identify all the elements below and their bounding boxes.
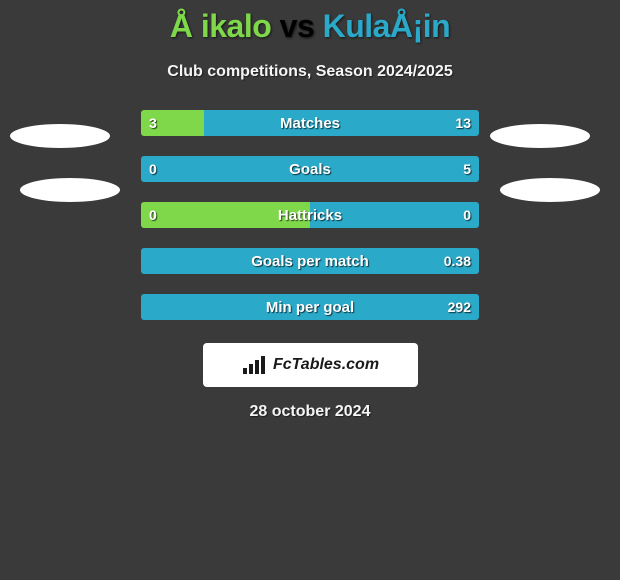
stat-bar: Goals0 5 xyxy=(140,155,480,183)
title-left-name: Å ikalo xyxy=(170,8,271,44)
stat-label: Hattricks xyxy=(141,202,479,228)
source-badge-text: FcTables.com xyxy=(273,356,379,374)
comparison-card: Å ikalo vs KulaÅ¡in Club competitions, S… xyxy=(0,0,620,580)
stat-value-left: 3 xyxy=(149,110,157,136)
title-vs: vs xyxy=(271,8,322,44)
bars-icon xyxy=(241,354,267,376)
stat-value-left: 0 xyxy=(149,156,157,182)
stat-value-right: 13 xyxy=(455,110,471,136)
stat-value-left: 0 xyxy=(149,202,157,228)
page-title: Å ikalo vs KulaÅ¡in xyxy=(0,8,620,45)
stat-bar: Goals per match0.38 xyxy=(140,247,480,275)
stat-row: Min per goal292 xyxy=(0,293,620,325)
stat-label: Goals xyxy=(141,156,479,182)
decorative-ellipse xyxy=(490,124,590,148)
stat-label: Min per goal xyxy=(141,294,479,320)
source-badge-inner: FcTables.com xyxy=(241,354,379,376)
stat-value-right: 292 xyxy=(448,294,471,320)
stat-value-right: 0 xyxy=(463,202,471,228)
stat-row: Goals per match0.38 xyxy=(0,247,620,279)
decorative-ellipse xyxy=(500,178,600,202)
stat-bar: Hattricks0 0 xyxy=(140,201,480,229)
date-text: 28 october 2024 xyxy=(0,403,620,421)
subtitle: Club competitions, Season 2024/2025 xyxy=(0,63,620,81)
stat-bar: Matches3 13 xyxy=(140,109,480,137)
stat-label: Matches xyxy=(141,110,479,136)
decorative-ellipse xyxy=(20,178,120,202)
title-right-name: KulaÅ¡in xyxy=(323,8,451,44)
stat-value-right: 0.38 xyxy=(444,248,471,274)
decorative-ellipse xyxy=(10,124,110,148)
stat-bar: Min per goal292 xyxy=(140,293,480,321)
stat-row: Hattricks0 0 xyxy=(0,201,620,233)
stat-label: Goals per match xyxy=(141,248,479,274)
stat-value-right: 5 xyxy=(463,156,471,182)
source-badge: FcTables.com xyxy=(203,343,418,387)
